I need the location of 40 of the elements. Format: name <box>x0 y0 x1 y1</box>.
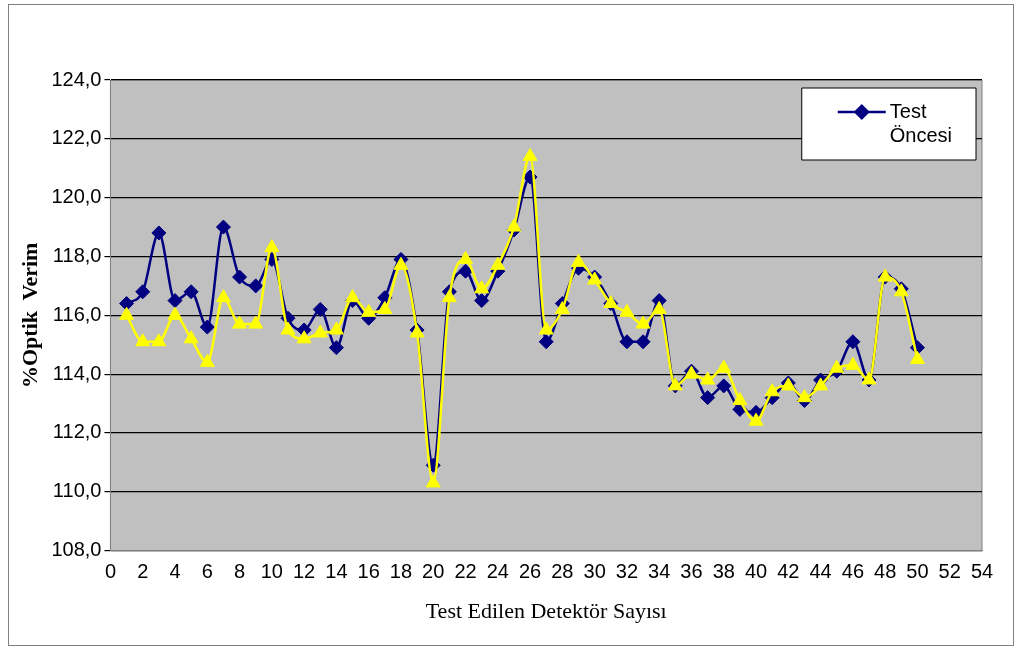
x-tick-label: 26 <box>518 560 542 583</box>
x-tick-label: 18 <box>389 560 413 583</box>
x-tick-label: 30 <box>583 560 606 583</box>
y-tick-label: 116,0 <box>52 302 102 325</box>
x-tick-label: 36 <box>680 560 703 583</box>
x-tick-label: 34 <box>648 560 671 583</box>
x-tick-label: 46 <box>841 560 865 583</box>
x-tick-label: 12 <box>293 560 316 583</box>
y-tick-label: 114,0 <box>52 361 102 384</box>
x-tick-label: 20 <box>422 560 445 583</box>
x-tick-label: 42 <box>777 560 800 583</box>
x-tick-label: 40 <box>744 560 768 583</box>
x-tick-label: 0 <box>104 560 117 583</box>
x-axis-title: Test Edilen Detektör Sayısı <box>425 597 667 623</box>
y-tick-label: 112,0 <box>52 420 102 443</box>
x-tick-label: 44 <box>809 560 832 583</box>
y-axis-title: %Optik Verim <box>16 242 42 389</box>
x-tick-label: 8 <box>234 560 246 583</box>
x-tick-label: 54 <box>970 560 994 583</box>
y-tick-label: 122,0 <box>51 126 102 149</box>
x-tick-label: 6 <box>201 560 213 583</box>
x-tick-label: 28 <box>551 560 574 583</box>
legend-label: Test Öncesi <box>889 99 952 146</box>
y-tick-label: 118,0 <box>52 243 102 266</box>
y-tick-label: 108,0 <box>51 538 102 561</box>
y-tick-label: 124,0 <box>51 67 102 90</box>
y-tick-label: 120,0 <box>51 185 102 208</box>
x-tick-label: 4 <box>169 560 181 583</box>
x-tick-label: 10 <box>260 560 283 583</box>
x-tick-label: 2 <box>137 560 149 583</box>
x-tick-label: 16 <box>357 560 380 583</box>
x-tick-label: 38 <box>712 560 735 583</box>
x-tick-label: 24 <box>486 560 509 583</box>
x-tick-label: 52 <box>938 560 961 583</box>
y-tick-label: 110,0 <box>52 479 102 502</box>
x-tick-label: 48 <box>874 560 897 583</box>
x-tick-label: 50 <box>906 560 929 583</box>
x-tick-label: 14 <box>325 560 348 583</box>
x-tick-label: 22 <box>454 560 477 583</box>
x-tick-label: 32 <box>615 560 639 583</box>
